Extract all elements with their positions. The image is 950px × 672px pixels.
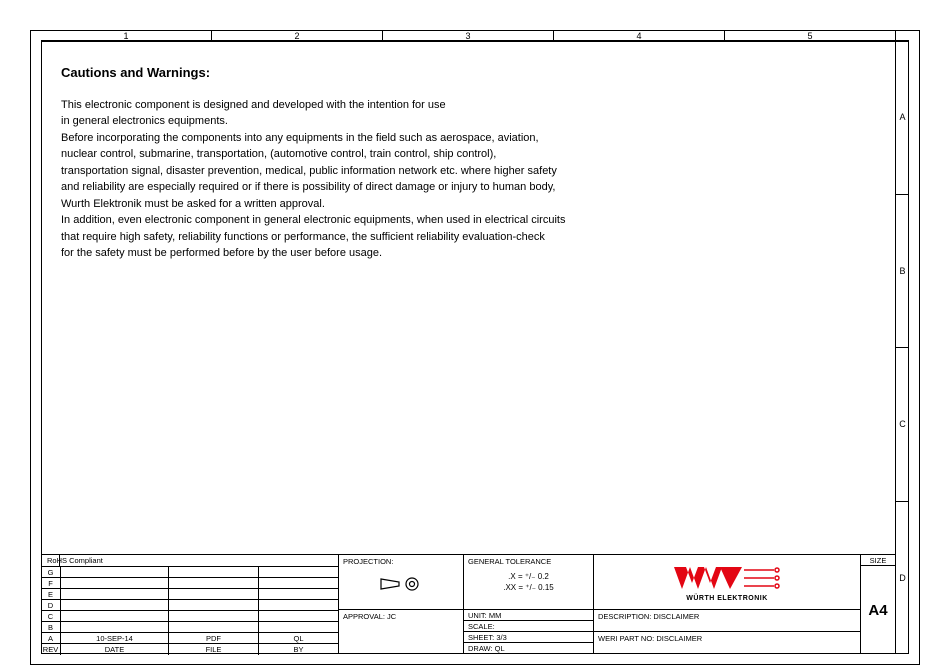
rev-hdr: REV — [41, 644, 61, 655]
rev-letter: F — [41, 578, 61, 588]
content-line: This electronic component is designed an… — [61, 97, 879, 114]
rev-by: QL — [259, 633, 338, 643]
projection-icon — [379, 575, 429, 593]
rev-file: PDF — [169, 633, 259, 643]
rev-letter: B — [41, 622, 61, 632]
col-label: 3 — [383, 31, 554, 41]
rev-date: 10-SEP-14 — [61, 633, 169, 643]
top-ruler: 1 2 3 4 5 — [41, 31, 895, 41]
description-label: DESCRIPTION: DISCLAIMER — [594, 610, 860, 632]
rev-letter: C — [41, 611, 61, 621]
rev-letter: G — [41, 567, 61, 577]
col-label: 4 — [554, 31, 725, 41]
rev-hdr: FILE — [169, 644, 259, 655]
projection-label: PROJECTION: — [343, 557, 459, 566]
content-title: Cautions and Warnings: — [61, 63, 879, 83]
content-area: Cautions and Warnings: This electronic c… — [61, 63, 879, 262]
rev-letter: D — [41, 600, 61, 610]
size-value: A4 — [861, 566, 895, 654]
rev-hdr: DATE — [61, 644, 169, 655]
content-line: Wurth Elektronik must be asked for a wri… — [61, 196, 879, 213]
tolerance-header: GENERAL TOLERANCE — [468, 557, 589, 566]
col-label: 2 — [212, 31, 383, 41]
wurth-logo-icon — [672, 563, 782, 593]
brand-text: WÜRTH ELEKTRONIK — [686, 595, 768, 602]
content-line: for the safety must be performed before … — [61, 245, 879, 262]
sheet-label: SHEET: 3/3 — [464, 632, 593, 643]
rev-letter: A — [41, 633, 61, 643]
title-block: RoHS Compliant G F E D C B A 10-SEP-14 P… — [41, 554, 895, 654]
size-label: SIZE — [861, 555, 895, 566]
col-label: 5 — [725, 31, 895, 41]
part-no-label: WERI PART NO: DISCLAIMER — [594, 632, 860, 654]
draw-label: DRAW: QL — [464, 643, 593, 654]
content-line: In addition, even electronic component i… — [61, 212, 879, 229]
rev-hdr: BY — [259, 644, 338, 655]
content-line: that require high safety, reliability fu… — [61, 229, 879, 246]
unit-label: UNIT: MM — [464, 610, 593, 621]
rev-letter: E — [41, 589, 61, 599]
approval-label: APPROVAL: JC — [339, 610, 463, 654]
content-line: Before incorporating the components into… — [61, 130, 879, 147]
projection-col: PROJECTION: APPROVAL: JC — [339, 555, 464, 654]
ruler-corner — [895, 31, 909, 41]
scale-label: SCALE: — [464, 621, 593, 632]
tolerance-line: .X = ⁺/₋ 0.2 — [468, 572, 589, 581]
drawing-sheet: 1 2 3 4 5 A B C D Cautions and Warnings:… — [30, 30, 920, 665]
rohs-label: RoHS Compliant — [45, 556, 103, 565]
col-label: 1 — [41, 31, 212, 41]
tolerance-line: .XX = ⁺/₋ 0.15 — [468, 583, 589, 592]
content-line: and reliability are especially required … — [61, 179, 879, 196]
content-line: nuclear control, submarine, transportati… — [61, 146, 879, 163]
content-line: in general electronics equipments. — [61, 113, 879, 130]
tolerance-col: GENERAL TOLERANCE .X = ⁺/₋ 0.2 .XX = ⁺/₋… — [464, 555, 594, 654]
logo-col: WÜRTH ELEKTRONIK DESCRIPTION: DISCLAIMER… — [594, 555, 861, 654]
size-col: SIZE A4 — [861, 555, 895, 654]
rohs-cell: RoHS Compliant — [41, 555, 338, 567]
content-line: transportation signal, disaster preventi… — [61, 163, 879, 180]
revision-table: RoHS Compliant G F E D C B A 10-SEP-14 P… — [41, 555, 339, 654]
